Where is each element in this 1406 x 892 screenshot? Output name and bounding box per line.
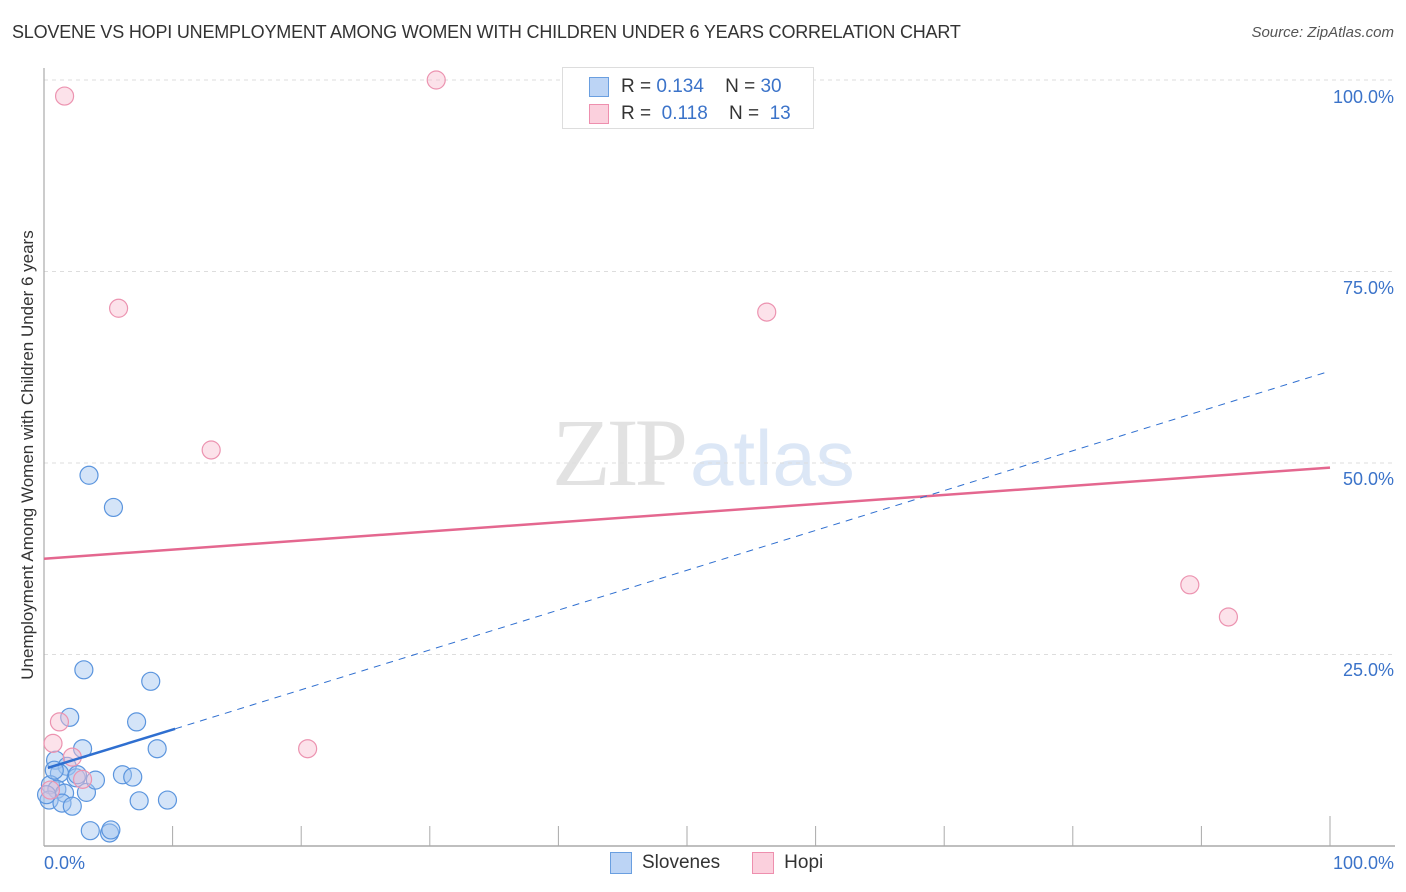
x-min-label: 0.0% xyxy=(44,853,86,873)
r-label: R = xyxy=(621,76,652,97)
gridlines xyxy=(44,79,1395,655)
x-max-label: 100.0% xyxy=(1332,853,1394,873)
hopi-points xyxy=(40,70,1239,800)
slovenes-trend-line xyxy=(47,727,176,770)
watermark-zip: ZIP xyxy=(552,399,688,506)
hopi-trend-line xyxy=(43,466,1331,560)
series-legend: Slovenes Hopi xyxy=(610,852,855,874)
slovenes-point[interactable] xyxy=(129,791,149,811)
legend-row-hopi: R = 0.118 N = 13 xyxy=(589,102,791,126)
hopi-point[interactable] xyxy=(49,712,70,732)
hopi-point[interactable] xyxy=(54,86,75,106)
n-value: 13 xyxy=(769,103,791,124)
slovenes-point[interactable] xyxy=(74,660,94,680)
slovenes-trend-extrapolation xyxy=(175,370,1331,730)
legend-row-slovenes: R = 0.134 N = 30 xyxy=(589,75,782,99)
zipatlas-watermark: ZIPatlas xyxy=(552,405,855,501)
n-label: N = xyxy=(725,76,756,97)
legend-item-slovenes[interactable]: Slovenes xyxy=(610,852,720,874)
slovenes-point[interactable] xyxy=(126,712,147,732)
y-axis-label: Unemployment Among Women with Children U… xyxy=(18,230,37,680)
slovenes-point[interactable] xyxy=(80,821,100,841)
hopi-point[interactable] xyxy=(1218,607,1239,627)
legend-item-hopi[interactable]: Hopi xyxy=(752,852,823,874)
slovenes-swatch xyxy=(589,77,609,97)
slovenes-point[interactable] xyxy=(147,739,167,759)
slovenes-point[interactable] xyxy=(60,707,80,727)
stats-legend: R = 0.134 N = 30 R = 0.118 N = 13 xyxy=(562,67,814,129)
hopi-point[interactable] xyxy=(426,70,446,90)
hopi-swatch xyxy=(589,104,609,124)
r-value: 0.134 xyxy=(656,76,704,97)
slovenes-point[interactable] xyxy=(141,671,161,691)
y-tick-75: 75.0% xyxy=(1342,278,1394,298)
y-tick-25: 25.0% xyxy=(1342,660,1394,680)
watermark-atlas: atlas xyxy=(690,414,855,502)
trend-lines xyxy=(43,370,1331,770)
legend-label: Slovenes xyxy=(642,852,721,873)
slovenes-point[interactable] xyxy=(79,465,99,485)
slovenes-point[interactable] xyxy=(101,820,121,840)
hopi-point[interactable] xyxy=(757,302,777,322)
y-tick-50: 50.0% xyxy=(1342,469,1394,489)
hopi-swatch xyxy=(752,852,775,874)
chart-title: SLOVENE VS HOPI UNEMPLOYMENT AMONG WOMEN… xyxy=(12,22,961,42)
r-value: 0.118 xyxy=(661,103,708,124)
legend-label: Hopi xyxy=(784,852,824,873)
hopi-point[interactable] xyxy=(43,733,63,753)
hopi-point[interactable] xyxy=(40,780,61,800)
hopi-point[interactable] xyxy=(72,769,93,789)
r-label: R = xyxy=(621,103,652,124)
hopi-point[interactable] xyxy=(108,298,129,318)
slovenes-points xyxy=(36,465,178,843)
source-label: Source: ZipAtlas.com xyxy=(1251,24,1394,41)
slovenes-swatch xyxy=(610,852,632,874)
slovenes-point[interactable] xyxy=(103,497,124,518)
slovenes-point[interactable] xyxy=(62,796,82,816)
hopi-point[interactable] xyxy=(298,739,318,759)
axes xyxy=(43,68,1395,847)
y-tick-100: 100.0% xyxy=(1332,87,1394,107)
hopi-point[interactable] xyxy=(201,440,221,460)
slovenes-point[interactable] xyxy=(123,767,143,787)
slovenes-point[interactable] xyxy=(157,790,178,810)
n-value: 30 xyxy=(760,76,782,97)
n-label: N = xyxy=(728,103,760,124)
hopi-point[interactable] xyxy=(1180,575,1200,595)
